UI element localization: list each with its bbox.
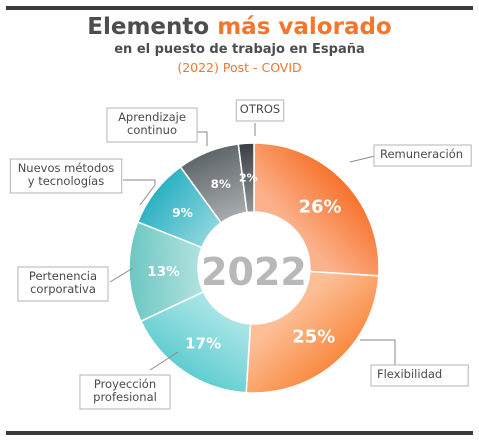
label-line: y tecnologías [28, 174, 104, 188]
label-line: Aprendizaje [118, 110, 186, 124]
percent-label-proyeccion-profesional: 17% [185, 334, 221, 352]
percent-label-otros: 2% [239, 172, 258, 185]
percent-label-nuevos-metodos-y-tecnologias: 9% [172, 206, 193, 220]
donut-slice-remuneracion [253, 142, 380, 277]
label-box [235, 99, 285, 122]
label-line: profesional [93, 390, 157, 404]
label-box [373, 144, 472, 167]
donut-slice-proyeccion-profesional [139, 290, 252, 394]
category-labels: Remuneración Flexibilidad Proyecciónprofes… [9, 99, 472, 410]
label-line: Remuneración [380, 147, 463, 161]
leader-line-pertenencia-corporativa [109, 267, 134, 283]
category-label-flexibilidad: Flexibilidad [370, 364, 469, 387]
leader-line-proyeccion-profesional [149, 351, 179, 371]
bottom-rule [6, 431, 473, 435]
leader-line-remuneracion [349, 155, 376, 163]
percent-label-flexibilidad: 25% [292, 326, 335, 347]
donut-slice-flexibilidad [245, 270, 380, 394]
leader-line-nuevos-metodos-y-tecnologias [123, 179, 156, 206]
percent-label-remuneracion: 26% [298, 197, 341, 218]
label-line: OTROS [240, 102, 280, 116]
category-label-remuneracion: Remuneración [373, 144, 472, 167]
donut-slices [128, 142, 380, 394]
top-rule [6, 6, 473, 10]
donut-slice-otros [237, 142, 255, 214]
label-box [9, 158, 123, 194]
label-box [106, 107, 198, 143]
percent-labels: 26% 25% 17% 13% 9% 8% 2% [147, 172, 341, 353]
label-box [79, 374, 171, 410]
label-line: Flexibilidad [377, 367, 442, 381]
percent-label-aprendizaje-continuo: 8% [211, 177, 231, 191]
label-line: corporativa [30, 282, 96, 296]
label-line: Proyección [94, 377, 156, 391]
label-line: Pertenencia [29, 269, 97, 283]
percent-label-pertenencia-corporativa: 13% [147, 264, 180, 280]
title-lead: Elemento [87, 14, 210, 40]
chart-period: (2022) Post - COVID [177, 60, 302, 75]
label-box [17, 266, 109, 302]
chart-title: Elemento más valorado [0, 14, 479, 41]
label-line: Nuevos métodos [18, 161, 115, 175]
category-label-otros: OTROS [235, 99, 285, 122]
label-box [370, 364, 469, 387]
chart-header: Elemento más valorado en el puesto de tr… [0, 14, 479, 76]
leader-line-flexibilidad [360, 339, 396, 368]
chart-subtitle: en el puesto de trabajo en España [114, 42, 365, 57]
label-line: continuo [127, 123, 177, 137]
leader-lines [109, 123, 396, 371]
center-year-label: 2022 [201, 250, 307, 294]
title-accent: más valorado [217, 14, 392, 40]
